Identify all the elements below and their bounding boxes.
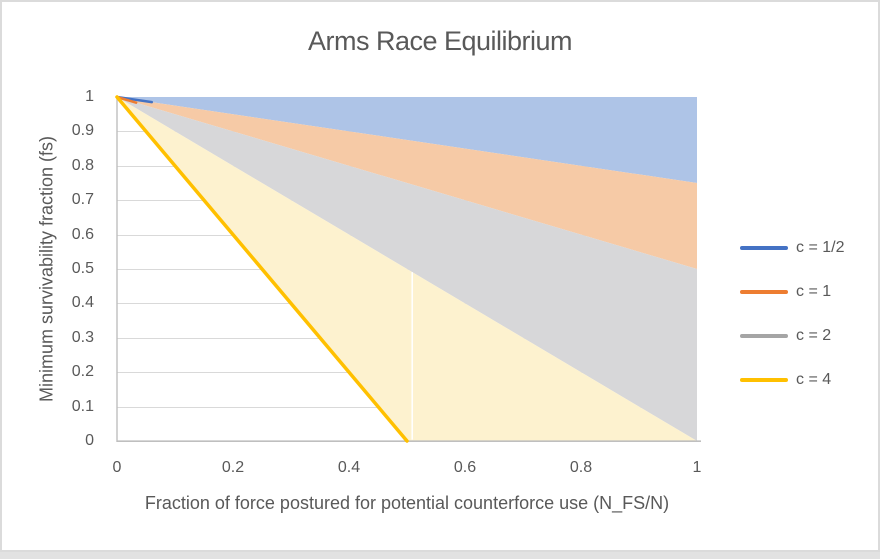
legend-line-icon <box>740 290 788 294</box>
y-tick-label: 0.3 <box>71 328 94 346</box>
y-tick-label: 0.9 <box>71 122 94 140</box>
x-tick-label: 1 <box>692 459 702 476</box>
y-tick-label: 0.6 <box>71 225 94 243</box>
x-tick-label: 0.2 <box>221 459 245 476</box>
c-1-line-stub[interactable] <box>115 95 138 104</box>
legend-label: c = 4 <box>796 371 832 388</box>
x-tick-label: 0.4 <box>337 459 361 476</box>
legend-item-c-1-2[interactable]: c = 1/2 <box>740 238 844 258</box>
legend-item-c-2[interactable]: c = 2 <box>740 326 831 346</box>
y-tick-label: 0 <box>85 432 94 449</box>
y-tick-label: 0.4 <box>71 294 94 312</box>
x-tick-label: 0 <box>112 459 122 476</box>
y-tick-label: 1 <box>85 88 94 105</box>
legend-label: c = 1 <box>796 283 832 300</box>
chart-title: Arms Race Equilibrium <box>307 26 573 56</box>
legend-item-c-4[interactable]: c = 4 <box>740 370 831 390</box>
y-tick-label: 0.5 <box>71 260 94 277</box>
legend-label: c = 1/2 <box>796 239 845 256</box>
y-tick-label: 0.1 <box>71 397 94 415</box>
y-tick-label: 0.2 <box>71 363 94 381</box>
legend-label: c = 2 <box>796 327 832 344</box>
band-c-2-to-c-4[interactable] <box>117 97 697 441</box>
legend-line-icon <box>740 334 788 338</box>
c-4-line[interactable] <box>115 95 409 443</box>
legend-line-icon <box>740 378 788 382</box>
legend-line-icon <box>740 246 788 250</box>
legend-item-c-1[interactable]: c = 1 <box>740 282 831 302</box>
x-tick-label: 0.6 <box>453 459 477 476</box>
background-strip <box>0 552 880 559</box>
x-tick-label: 0.8 <box>569 459 593 476</box>
y-tick-label: 0.7 <box>71 191 94 209</box>
x-axis-title: Fraction of force postured for potential… <box>144 493 670 513</box>
y-tick-label: 0.8 <box>71 156 94 174</box>
